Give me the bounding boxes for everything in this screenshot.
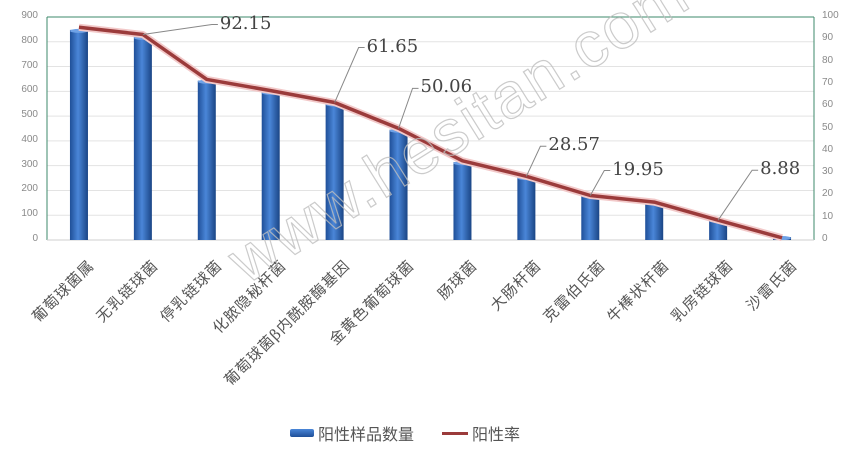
leader-line: [142, 24, 218, 36]
data-label: 19.95: [612, 158, 664, 180]
line-series-swatch-icon: [442, 431, 469, 435]
bar[interactable]: [581, 195, 600, 240]
right-axis-tick: 80: [822, 54, 834, 66]
bar[interactable]: [325, 103, 344, 240]
left-axis-tick: 900: [21, 10, 38, 21]
data-label: 92.15: [219, 12, 272, 34]
bar[interactable]: [389, 129, 408, 240]
right-axis-tick: 20: [822, 188, 834, 200]
left-axis-tick: 200: [21, 183, 38, 195]
legend-line-label: 阳性率: [472, 425, 521, 444]
bar[interactable]: [517, 177, 536, 240]
right-axis-tick: 0: [822, 233, 828, 244]
right-axis-tick: 70: [822, 76, 834, 88]
legend-bar-label: 阳性样品数量: [318, 425, 415, 444]
rate-line[interactable]: [78, 25, 783, 240]
bar-series-swatch-icon: [290, 429, 314, 437]
right-axis-tick: 30: [822, 166, 834, 178]
bar[interactable]: [133, 36, 152, 241]
left-axis-tick: 0: [32, 233, 38, 244]
right-axis-tick: 50: [822, 121, 834, 133]
right-axis-tick: 40: [822, 143, 834, 155]
left-axis-tick: 600: [21, 84, 38, 96]
data-label: 61.65: [366, 35, 419, 57]
data-label: 8.88: [760, 158, 801, 180]
left-axis-tick: 300: [21, 158, 38, 170]
right-axis-tick: 100: [822, 10, 839, 21]
left-axis-tick: 400: [21, 133, 38, 145]
data-label: 50.06: [420, 76, 473, 98]
right-axis-tick: 10: [822, 210, 834, 222]
leader-line: [589, 170, 611, 196]
left-axis-tick: 700: [21, 59, 38, 71]
leader-line: [398, 87, 419, 129]
left-axis-tick: 500: [21, 109, 38, 121]
right-axis-tick: 90: [822, 32, 834, 44]
bar[interactable]: [69, 29, 88, 240]
left-axis-tick: 800: [21, 34, 38, 46]
bar[interactable]: [197, 80, 216, 240]
leader-line: [717, 169, 759, 221]
bar[interactable]: [645, 202, 664, 240]
leader-line: [334, 47, 365, 103]
right-axis-tick: 60: [822, 99, 834, 111]
left-axis-tick: 100: [21, 208, 38, 220]
legend[interactable]: 阳性样品数量 阳性率: [290, 421, 520, 445]
leader-line: [525, 145, 547, 177]
bar[interactable]: [453, 162, 472, 240]
data-label: 28.57: [548, 134, 600, 156]
bar[interactable]: [261, 91, 280, 240]
